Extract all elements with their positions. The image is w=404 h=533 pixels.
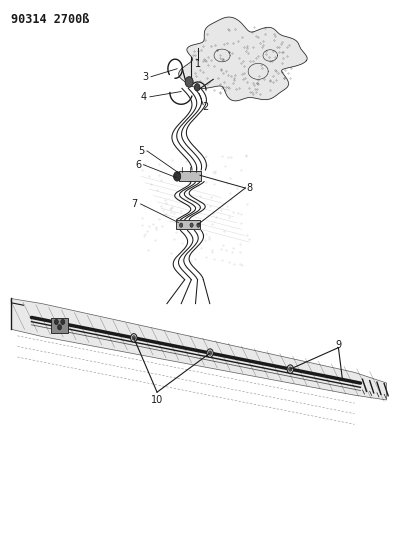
Text: 3: 3 [142,71,148,82]
Text: 90314 2700ß: 90314 2700ß [11,13,90,26]
Circle shape [289,367,292,371]
Circle shape [179,223,183,227]
Circle shape [185,77,193,87]
Text: 7: 7 [131,199,138,209]
Circle shape [130,334,137,342]
Text: 4: 4 [141,92,147,102]
Circle shape [132,336,135,340]
Circle shape [173,172,181,181]
Text: 10: 10 [151,395,163,405]
Polygon shape [11,298,387,400]
Bar [176,220,200,229]
Circle shape [207,349,213,357]
Circle shape [61,319,65,325]
Bar [179,171,201,181]
Bar [51,318,68,333]
Text: 1: 1 [195,59,201,69]
Circle shape [197,223,200,227]
Circle shape [194,84,200,91]
Text: 5: 5 [138,146,144,156]
Text: 8: 8 [246,183,252,193]
Circle shape [287,365,293,373]
Circle shape [55,319,58,325]
Text: 6: 6 [136,160,142,169]
Text: 9: 9 [335,340,341,350]
Polygon shape [179,17,307,101]
Circle shape [57,325,61,330]
Text: 2: 2 [202,102,208,112]
Circle shape [190,223,193,227]
Circle shape [208,351,212,355]
